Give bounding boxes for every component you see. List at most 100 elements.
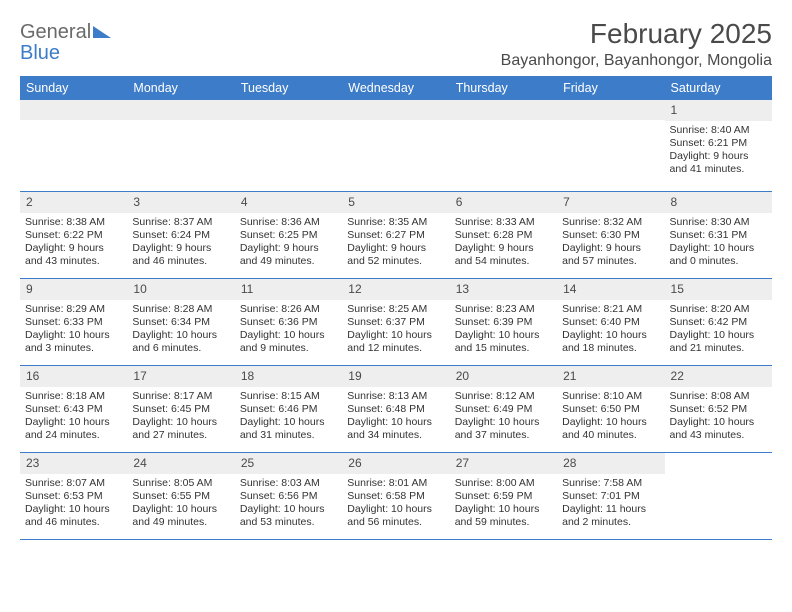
day-details: Sunrise: 8:20 AMSunset: 6:42 PMDaylight:… [665,300,772,361]
day-cell: 10Sunrise: 8:28 AMSunset: 6:34 PMDayligh… [127,279,234,365]
day-details: Sunrise: 8:29 AMSunset: 6:33 PMDaylight:… [20,300,127,361]
day-number: 3 [127,192,234,213]
day-number: 22 [665,366,772,387]
day-number [450,100,557,120]
calendar-page: General Blue February 2025 Bayanhongor, … [0,0,792,550]
sunrise-line: Sunrise: 8:15 AM [240,390,337,403]
day-number: 5 [342,192,449,213]
day-details: Sunrise: 8:17 AMSunset: 6:45 PMDaylight:… [127,387,234,448]
day-number [557,100,664,120]
days-of-week-row: SundayMondayTuesdayWednesdayThursdayFrid… [20,76,772,100]
dow-cell: Thursday [450,76,557,100]
day-details: Sunrise: 8:07 AMSunset: 6:53 PMDaylight:… [20,474,127,535]
sunset-line: Sunset: 6:45 PM [132,403,229,416]
week-row: 9Sunrise: 8:29 AMSunset: 6:33 PMDaylight… [20,279,772,366]
day-cell: 25Sunrise: 8:03 AMSunset: 6:56 PMDayligh… [235,453,342,539]
daylight-line: Daylight: 10 hours and 15 minutes. [455,329,552,355]
day-cell: 14Sunrise: 8:21 AMSunset: 6:40 PMDayligh… [557,279,664,365]
daylight-line: Daylight: 10 hours and 21 minutes. [670,329,767,355]
title-block: February 2025 Bayanhongor, Bayanhongor, … [501,18,772,70]
day-details: Sunrise: 8:15 AMSunset: 6:46 PMDaylight:… [235,387,342,448]
sunrise-line: Sunrise: 8:01 AM [347,477,444,490]
day-number [235,100,342,120]
sunrise-line: Sunrise: 8:38 AM [25,216,122,229]
sunrise-line: Sunrise: 8:00 AM [455,477,552,490]
day-details: Sunrise: 8:08 AMSunset: 6:52 PMDaylight:… [665,387,772,448]
daylight-line: Daylight: 10 hours and 37 minutes. [455,416,552,442]
day-number [342,100,449,120]
daylight-line: Daylight: 10 hours and 56 minutes. [347,503,444,529]
sunrise-line: Sunrise: 8:20 AM [670,303,767,316]
sunrise-line: Sunrise: 8:05 AM [132,477,229,490]
day-details: Sunrise: 8:38 AMSunset: 6:22 PMDaylight:… [20,213,127,274]
day-details: Sunrise: 8:12 AMSunset: 6:49 PMDaylight:… [450,387,557,448]
sunrise-line: Sunrise: 8:17 AM [132,390,229,403]
sunrise-line: Sunrise: 8:36 AM [240,216,337,229]
day-cell-empty [450,100,557,191]
sunrise-line: Sunrise: 8:28 AM [132,303,229,316]
dow-cell: Monday [127,76,234,100]
sunrise-line: Sunrise: 8:03 AM [240,477,337,490]
day-details: Sunrise: 8:10 AMSunset: 6:50 PMDaylight:… [557,387,664,448]
day-number: 25 [235,453,342,474]
day-number: 9 [20,279,127,300]
sunrise-line: Sunrise: 8:30 AM [670,216,767,229]
day-cell: 22Sunrise: 8:08 AMSunset: 6:52 PMDayligh… [665,366,772,452]
dow-cell: Tuesday [235,76,342,100]
day-number: 27 [450,453,557,474]
day-cell: 26Sunrise: 8:01 AMSunset: 6:58 PMDayligh… [342,453,449,539]
sunrise-line: Sunrise: 7:58 AM [562,477,659,490]
day-cell-empty [20,100,127,191]
day-number: 28 [557,453,664,474]
sunset-line: Sunset: 6:53 PM [25,490,122,503]
day-details: Sunrise: 8:32 AMSunset: 6:30 PMDaylight:… [557,213,664,274]
sunrise-line: Sunrise: 8:08 AM [670,390,767,403]
day-number: 21 [557,366,664,387]
daylight-line: Daylight: 10 hours and 6 minutes. [132,329,229,355]
daylight-line: Daylight: 10 hours and 46 minutes. [25,503,122,529]
sunrise-line: Sunrise: 8:26 AM [240,303,337,316]
sunset-line: Sunset: 7:01 PM [562,490,659,503]
logo-word-general: General [20,21,91,43]
sunrise-line: Sunrise: 8:33 AM [455,216,552,229]
day-cell: 18Sunrise: 8:15 AMSunset: 6:46 PMDayligh… [235,366,342,452]
daylight-line: Daylight: 9 hours and 46 minutes. [132,242,229,268]
day-cell: 19Sunrise: 8:13 AMSunset: 6:48 PMDayligh… [342,366,449,452]
sunrise-line: Sunrise: 8:25 AM [347,303,444,316]
day-details: Sunrise: 8:28 AMSunset: 6:34 PMDaylight:… [127,300,234,361]
sunset-line: Sunset: 6:52 PM [670,403,767,416]
day-cell: 16Sunrise: 8:18 AMSunset: 6:43 PMDayligh… [20,366,127,452]
daylight-line: Daylight: 11 hours and 2 minutes. [562,503,659,529]
day-number: 20 [450,366,557,387]
sunrise-line: Sunrise: 8:10 AM [562,390,659,403]
day-number: 13 [450,279,557,300]
day-number: 7 [557,192,664,213]
logo-text: General Blue [20,22,111,63]
calendar-grid: 1Sunrise: 8:40 AMSunset: 6:21 PMDaylight… [20,100,772,540]
daylight-line: Daylight: 9 hours and 54 minutes. [455,242,552,268]
day-number: 8 [665,192,772,213]
daylight-line: Daylight: 9 hours and 49 minutes. [240,242,337,268]
sunset-line: Sunset: 6:49 PM [455,403,552,416]
sunrise-line: Sunrise: 8:40 AM [670,124,767,137]
sunset-line: Sunset: 6:22 PM [25,229,122,242]
daylight-line: Daylight: 10 hours and 49 minutes. [132,503,229,529]
sunrise-line: Sunrise: 8:37 AM [132,216,229,229]
sunrise-line: Sunrise: 8:07 AM [25,477,122,490]
day-number: 14 [557,279,664,300]
day-cell: 2Sunrise: 8:38 AMSunset: 6:22 PMDaylight… [20,192,127,278]
daylight-line: Daylight: 9 hours and 43 minutes. [25,242,122,268]
day-cell: 9Sunrise: 8:29 AMSunset: 6:33 PMDaylight… [20,279,127,365]
day-details: Sunrise: 8:33 AMSunset: 6:28 PMDaylight:… [450,213,557,274]
sunrise-line: Sunrise: 8:35 AM [347,216,444,229]
day-details: Sunrise: 8:25 AMSunset: 6:37 PMDaylight:… [342,300,449,361]
sunset-line: Sunset: 6:46 PM [240,403,337,416]
day-cell: 12Sunrise: 8:25 AMSunset: 6:37 PMDayligh… [342,279,449,365]
daylight-line: Daylight: 10 hours and 24 minutes. [25,416,122,442]
day-number: 17 [127,366,234,387]
day-cell-empty [127,100,234,191]
dow-cell: Saturday [665,76,772,100]
day-number: 10 [127,279,234,300]
sunset-line: Sunset: 6:28 PM [455,229,552,242]
sunrise-line: Sunrise: 8:21 AM [562,303,659,316]
